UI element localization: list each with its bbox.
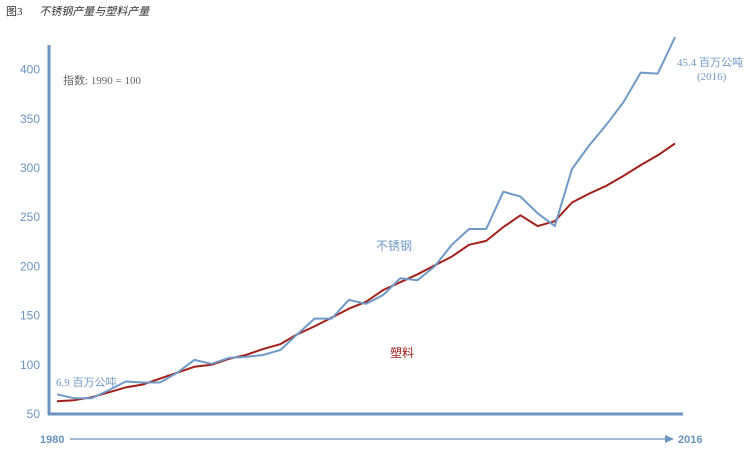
- y-tick-label: 300: [20, 161, 40, 175]
- figure-number: 图3: [6, 6, 23, 18]
- y-tick-label: 100: [20, 358, 40, 372]
- y-tick-label: 50: [27, 407, 41, 421]
- index-note: 指数: 1990 = 100: [63, 73, 142, 87]
- time-arrowhead: [665, 435, 674, 443]
- stainless-series-label: 不锈钢: [376, 239, 412, 253]
- figure-caption: 图3 不锈钢产量与塑料产量: [6, 3, 149, 19]
- stainless-series-line: [56, 36, 676, 400]
- x-end-label: 2016: [678, 434, 702, 446]
- y-tick-label: 250: [20, 210, 40, 224]
- y-tick-label: 400: [20, 63, 40, 77]
- end-year-annotation: (2016): [697, 71, 727, 83]
- y-tick-label: 150: [20, 309, 40, 323]
- start-value-annotation: 6.9 百万公吨: [56, 376, 117, 389]
- y-tick-label: 200: [20, 259, 40, 273]
- y-axis-ticks: 50 100 150 200 250 300 350 400: [20, 63, 40, 421]
- end-value-annotation: 45.4 百万公吨: [677, 56, 743, 69]
- figure-title: 不锈钢产量与塑料产量: [39, 6, 150, 18]
- x-start-label: 1980: [40, 434, 64, 446]
- series-layer: [56, 36, 676, 403]
- plastics-series-line: [56, 142, 676, 403]
- y-tick-label: 350: [20, 112, 40, 126]
- plastics-series-label: 塑料: [390, 345, 414, 360]
